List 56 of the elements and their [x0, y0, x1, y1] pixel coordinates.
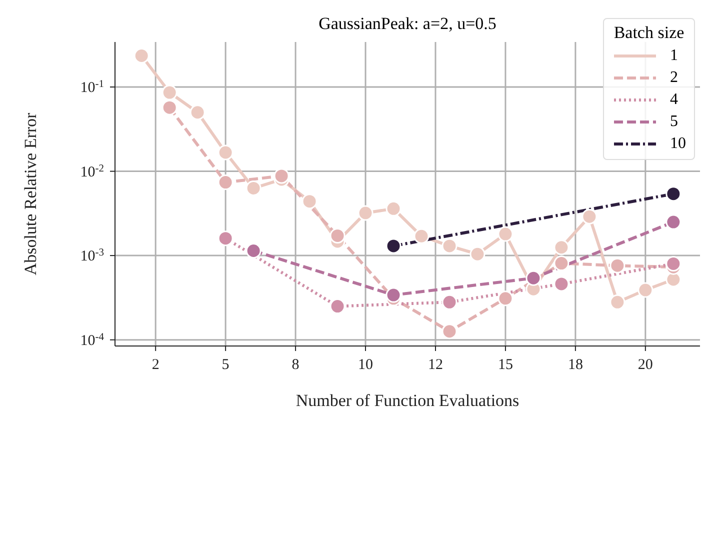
point: [638, 282, 654, 298]
point: [666, 186, 682, 202]
point: [442, 324, 458, 340]
y-tick-label: 10$^{-4}$: [80, 331, 105, 349]
point: [190, 104, 206, 120]
point: [218, 230, 234, 246]
point: [134, 48, 150, 64]
legend-label: 1: [670, 47, 678, 65]
x-tick-label: 5: [222, 357, 230, 373]
point: [554, 240, 570, 256]
x-axis-title: Number of Function Evaluations: [296, 391, 520, 410]
y-tick-label: 10$^{-1}$: [80, 78, 104, 96]
point: [498, 226, 514, 242]
x-tick-label: 15: [498, 357, 513, 373]
point: [498, 290, 514, 306]
point: [246, 243, 262, 259]
x-tick-label: 20: [638, 357, 653, 373]
point: [610, 294, 626, 310]
point: [358, 205, 374, 221]
point: [582, 208, 598, 224]
point: [386, 238, 402, 254]
legend-label: 2: [670, 69, 678, 87]
point: [386, 287, 402, 303]
point: [610, 258, 626, 274]
point: [554, 256, 570, 272]
x-tick-label: 18: [568, 357, 583, 373]
point: [666, 256, 682, 272]
point: [442, 238, 458, 254]
point: [218, 144, 234, 160]
point: [442, 294, 458, 310]
legend-label: 4: [670, 91, 678, 109]
point: [274, 168, 290, 184]
point: [414, 228, 430, 244]
legend-title: Batch size: [612, 23, 686, 43]
point: [218, 174, 234, 190]
point: [470, 246, 486, 262]
y-tick-label: 10$^{-2}$: [80, 162, 104, 180]
point: [330, 298, 346, 314]
chart-title: GaussianPeak: a=2, u=0.5: [318, 14, 496, 33]
point: [302, 194, 318, 210]
point: [246, 180, 262, 196]
x-tick-label: 2: [152, 357, 160, 373]
x-tick-label: 8: [292, 357, 300, 373]
point: [162, 84, 178, 100]
y-axis-title: Absolute Relative Error: [21, 112, 40, 276]
legend-label: 5: [670, 113, 678, 131]
x-tick-label: 10: [358, 357, 374, 373]
point: [554, 276, 570, 292]
point: [386, 200, 402, 216]
point: [162, 100, 178, 116]
point: [526, 270, 542, 286]
point: [666, 214, 682, 230]
y-tick-label: 10$^{-3}$: [80, 247, 104, 265]
point: [330, 228, 346, 244]
x-tick-label: 12: [428, 357, 443, 373]
legend-label: 10: [670, 135, 686, 153]
